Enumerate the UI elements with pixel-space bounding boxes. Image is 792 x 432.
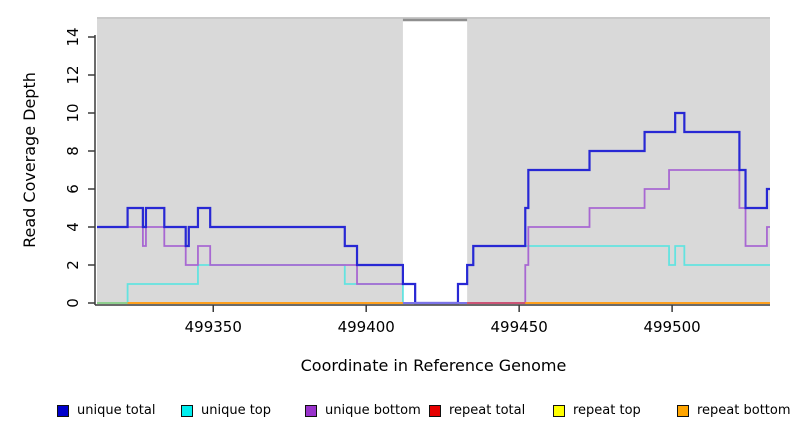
legend-label-repeat-bottom: repeat bottom [697, 403, 791, 418]
legend-swatch-repeat-top [553, 404, 565, 417]
legend-label-repeat-top: repeat top [573, 403, 641, 418]
x-tick-label: 499400 [338, 318, 395, 336]
legend-label-unique-top: unique top [201, 403, 272, 418]
x-tick-label: 499450 [491, 318, 548, 336]
y-tick-label: 4 [64, 222, 82, 232]
legend-swatch-unique-top [181, 404, 193, 417]
y-tick-label: 12 [64, 65, 82, 84]
y-tick-label: 10 [64, 103, 82, 122]
y-tick-label: 14 [64, 27, 82, 46]
legend-item-unique-bottom: unique bottom [305, 400, 421, 418]
legend-swatch-repeat-bottom [677, 404, 689, 417]
gap-region [402, 19, 468, 304]
x-axis-title: Coordinate in Reference Genome [300, 356, 567, 375]
y-tick-label: 0 [64, 298, 82, 308]
legend-swatch-repeat-total [429, 404, 441, 417]
x-tick-label: 499500 [643, 318, 700, 336]
legend-item-repeat-total: repeat total [429, 400, 526, 418]
y-tick-label: 2 [64, 260, 82, 270]
legend-label-repeat-total: repeat total [449, 403, 526, 418]
legend-swatch-unique-bottom [305, 404, 317, 417]
legend-item-unique-top: unique top [181, 400, 272, 418]
legend-item-unique-total: unique total [57, 400, 156, 418]
y-tick-label: 6 [64, 184, 82, 194]
y-tick-label: 8 [64, 146, 82, 156]
legend-label-unique-bottom: unique bottom [325, 403, 421, 418]
legend-swatch-unique-total [57, 404, 69, 417]
y-axis-title: Read Coverage Depth [20, 72, 39, 248]
legend-item-repeat-top: repeat top [553, 400, 641, 418]
legend-label-unique-total: unique total [77, 403, 156, 418]
x-tick-label: 499350 [185, 318, 242, 336]
legend-item-repeat-bottom: repeat bottom [677, 400, 791, 418]
